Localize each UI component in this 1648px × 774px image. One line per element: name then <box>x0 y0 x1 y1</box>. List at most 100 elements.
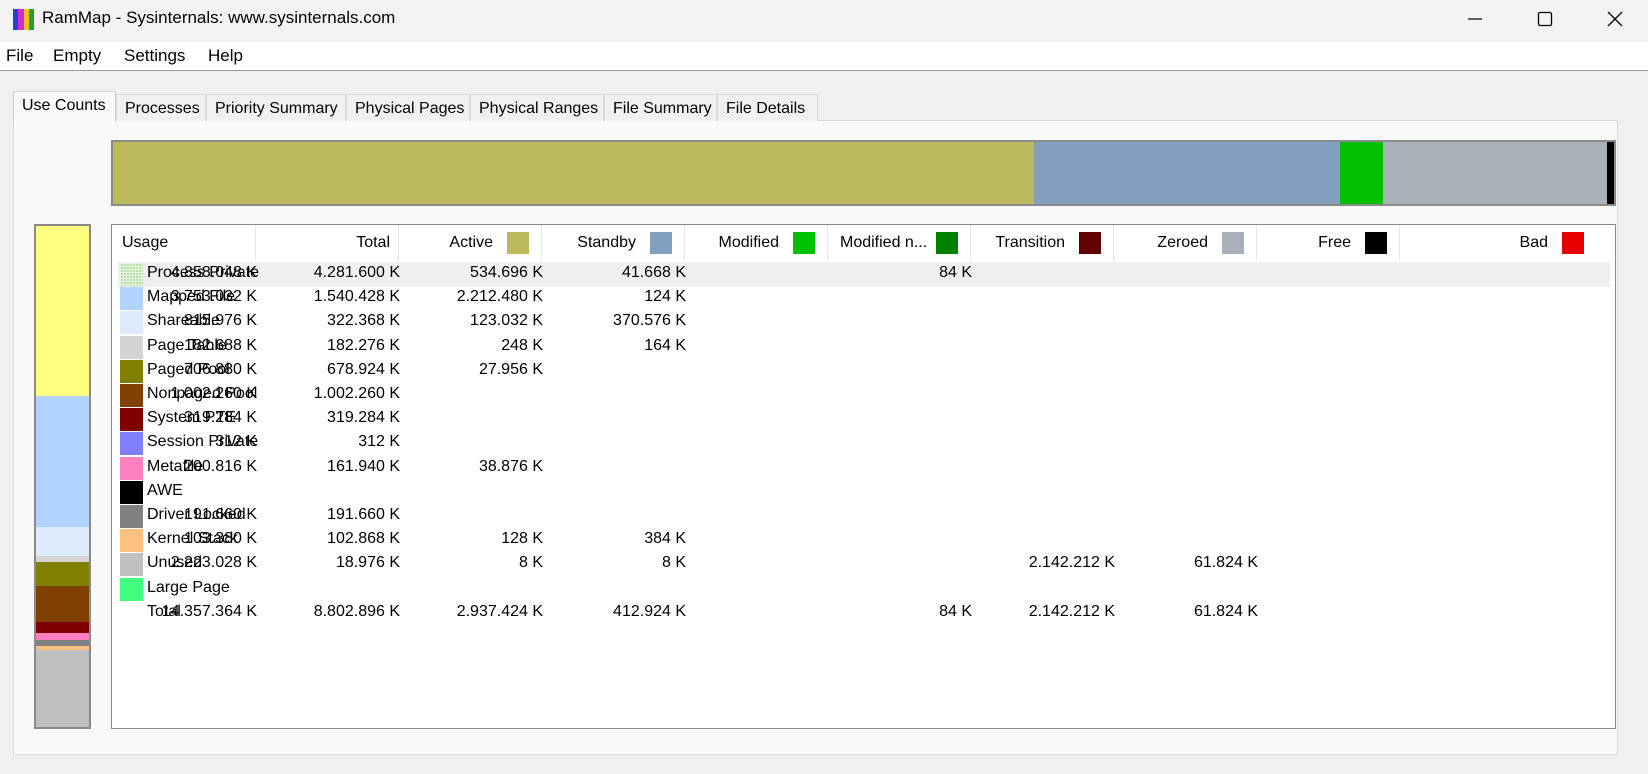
column-header-usage[interactable]: Usage <box>112 225 256 261</box>
app-icon-stripe <box>23 9 29 30</box>
minimize-button[interactable] <box>1440 0 1510 38</box>
menu-bar: File Empty Settings Help <box>0 42 1648 71</box>
tab-priority-summary[interactable]: Priority Summary <box>206 94 346 121</box>
usage-segment-unused <box>36 650 89 727</box>
cell-total: 312 K <box>215 433 257 451</box>
usage-segment-page-table <box>36 556 89 562</box>
tab-file-details[interactable]: File Details <box>717 94 818 121</box>
cell-zeroed: 2.142.212 K <box>1028 554 1115 572</box>
rammap-app-icon <box>13 9 34 30</box>
usage-name: Session Private <box>147 433 259 451</box>
tab-processes[interactable]: Processes <box>116 94 206 121</box>
usage-name: AWE <box>147 481 183 499</box>
usage-name: Mapped File <box>147 288 236 306</box>
cell-total: 2.223.028 K <box>170 554 257 572</box>
close-button[interactable] <box>1580 0 1648 38</box>
table-row[interactable]: Driver Locked 191.660 K 191.660 K <box>118 504 1610 529</box>
column-header-zeroed[interactable]: Zeroed <box>1114 225 1257 261</box>
cell-transition: 84 K <box>939 602 972 620</box>
usage-name: Unused <box>147 554 203 572</box>
column-header-label: Transition <box>995 234 1065 251</box>
usage-color-swatch <box>120 287 143 311</box>
usage-segment-kernel-stack <box>36 646 89 650</box>
usage-color-swatch <box>120 359 143 383</box>
use-counts-table[interactable]: Usage Total Active Standby Modified Modified … <box>111 224 1616 729</box>
menu-help[interactable]: Help <box>208 46 243 65</box>
usage-segment-metafile <box>36 633 89 640</box>
table-row[interactable]: Metafile 200.816 K 161.940 K 38.876 K <box>118 456 1610 481</box>
usage-color-swatch <box>120 456 143 480</box>
column-color-swatch <box>793 232 815 254</box>
cell-standby: 2.937.424 K <box>456 602 543 620</box>
tab-physical-pages[interactable]: Physical Pages <box>346 94 470 121</box>
column-header-label: Modified n... <box>840 234 928 251</box>
column-header-modified[interactable]: Modified <box>685 225 828 261</box>
usage-name: Large Page <box>147 578 230 596</box>
table-header: Usage Total Active Standby Modified Modified … <box>112 225 1615 261</box>
memory-usage-bar <box>34 224 91 729</box>
app-icon-stripe <box>28 9 34 30</box>
menu-empty[interactable]: Empty <box>53 46 102 65</box>
table-row[interactable]: Process Private 4.858.048 K 4.281.600 K 534… <box>118 262 1610 287</box>
table-total-row[interactable]: Total 14.357.364 K 8.802.896 K 2.937.424 K 4… <box>118 601 1610 626</box>
column-color-swatch <box>1222 232 1244 254</box>
column-color-swatch <box>936 232 958 254</box>
table-row[interactable]: Shareable 815.976 K 322.368 K 123.032 K 370.… <box>118 310 1610 335</box>
cell-standby: 8 K <box>518 554 543 572</box>
column-header-modified-no-write[interactable]: Modified n... <box>828 225 971 261</box>
menu-settings[interactable]: Settings <box>124 46 186 65</box>
tab-physical-ranges[interactable]: Physical Ranges <box>470 94 604 121</box>
column-color-swatch <box>1562 232 1584 254</box>
table-row[interactable]: Unused 2.223.028 K 18.976 K 8 K 8 K 2.142.212… <box>118 552 1610 577</box>
usage-name: Driver Locked <box>147 506 246 523</box>
tab-file-summary[interactable]: File Summary <box>604 94 717 121</box>
tab-use-counts[interactable]: Use Counts <box>13 91 116 122</box>
column-header-bad[interactable]: Bad <box>1400 225 1615 261</box>
column-header-free[interactable]: Free <box>1257 225 1400 261</box>
column-header-standby[interactable]: Standby <box>542 225 685 261</box>
cell-active: 191.660 K <box>327 506 400 523</box>
cell-active: 312 K <box>358 433 400 451</box>
table-row[interactable]: AWE <box>118 480 1610 505</box>
menu-file[interactable]: File <box>6 46 34 65</box>
table-row[interactable]: Page Table 182.688 K 182.276 K 248 K 164 K <box>118 335 1610 360</box>
cell-active: 1.002.260 K <box>313 385 400 402</box>
usage-name: Process Private <box>147 264 260 281</box>
cell-standby: 128 K <box>501 530 543 548</box>
app-icon-stripe <box>13 9 19 30</box>
cell-modified: 370.576 K <box>613 312 686 330</box>
table-row[interactable]: Kernel Stack 103.380 K 102.868 K 128 K 384 K <box>118 528 1610 553</box>
column-header-active[interactable]: Active <box>399 225 542 261</box>
usage-segment-shareable <box>36 527 89 556</box>
column-color-swatch <box>1079 232 1101 254</box>
cell-total: 706.880 K <box>184 360 257 378</box>
column-header-label: Modified <box>718 234 779 251</box>
table-row[interactable]: Nonpaged Pool 1.002.260 K 1.002.260 K <box>118 383 1610 408</box>
memory-state-bar <box>111 140 1616 206</box>
cell-active: 161.940 K <box>327 457 400 475</box>
cell-total: 191.660 K <box>184 506 257 523</box>
cell-free: 61.824 K <box>1193 602 1258 620</box>
table-row[interactable]: Large Page <box>118 577 1610 602</box>
usage-segment-nonpaged-pool <box>36 586 89 622</box>
cell-modified: 384 K <box>644 530 686 548</box>
table-row[interactable]: Paged Pool 706.880 K 678.924 K 27.956 K <box>118 359 1610 384</box>
table-row[interactable]: Mapped File 3.753.032 K 1.540.428 K 2.212.4… <box>118 286 1610 311</box>
table-row[interactable]: Session Private 312 K 312 K <box>118 431 1610 456</box>
cell-total: 103.380 K <box>184 530 257 548</box>
maximize-button[interactable] <box>1510 0 1580 38</box>
column-header-label: Total <box>356 234 390 251</box>
usage-color-swatch <box>120 529 143 553</box>
column-header-total[interactable]: Total <box>256 225 399 261</box>
cell-total: 319.284 K <box>184 409 257 427</box>
usage-color-swatch <box>120 505 143 528</box>
table-row[interactable]: System PTE 319.284 K 319.284 K <box>118 407 1610 432</box>
cell-active: 322.368 K <box>327 312 400 330</box>
column-color-swatch <box>650 232 672 254</box>
title-bar: RamMap - Sysinternals: www.sysinternals.… <box>0 0 1648 40</box>
cell-modified: 412.924 K <box>613 602 686 620</box>
close-icon <box>1607 11 1623 27</box>
column-header-transition[interactable]: Transition <box>971 225 1114 261</box>
cell-active: 182.276 K <box>327 336 400 354</box>
cell-active: 678.924 K <box>327 360 400 378</box>
